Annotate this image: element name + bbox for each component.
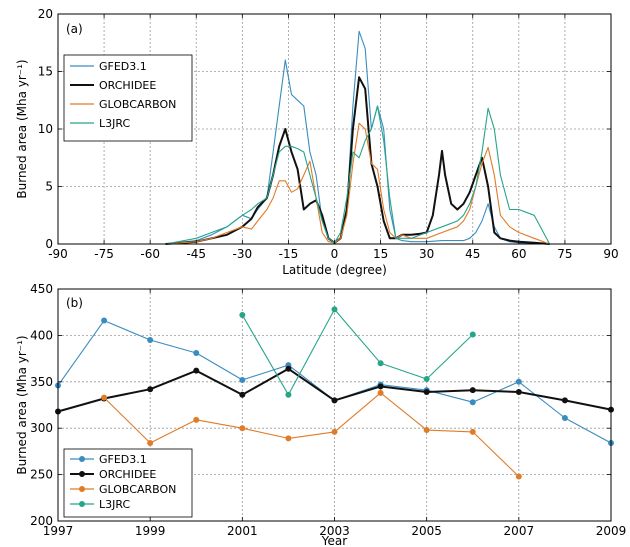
series-line-globcarbon xyxy=(103,392,520,477)
legend-marker-globcarbon xyxy=(79,486,85,492)
data-point-gfed3-1 xyxy=(147,337,154,344)
x-tick-label: 1999 xyxy=(135,524,166,538)
legend-label-globcarbon: GLOBCARBON xyxy=(99,483,176,496)
x-tick-label: -30 xyxy=(233,247,253,261)
legend-label-orchidee: ORCHIDEE xyxy=(99,468,156,481)
y-tick-label: 0 xyxy=(45,237,53,251)
data-point-globcarbon xyxy=(515,473,522,480)
x-tick-label: 2009 xyxy=(596,524,627,538)
x-tick-label: -15 xyxy=(279,247,299,261)
panel-b-xlabel: Year xyxy=(321,534,347,547)
x-tick-label: -90 xyxy=(48,247,68,261)
legend-label-gfed3-1: GFED3.1 xyxy=(99,453,147,466)
data-point-globcarbon xyxy=(101,394,108,401)
x-tick-label: -75 xyxy=(94,247,114,261)
data-point-globcarbon xyxy=(331,428,338,435)
legend-label-l3jrc: L3JRC xyxy=(99,117,130,130)
legend-marker-gfed3-1 xyxy=(79,456,85,462)
x-tick-label: 2007 xyxy=(504,524,535,538)
data-point-orchidee xyxy=(239,391,246,398)
x-tick-label: 90 xyxy=(603,247,618,261)
y-tick-label: 20 xyxy=(38,7,53,21)
y-tick-label: 450 xyxy=(30,282,53,296)
panel-a-ticks: -90 -75 -60 -45 -30 -15 0 15 30 45 60 75 90 0 5 10 15 20 xyxy=(38,7,619,261)
panel-b-year-chart: 1997 1999 2001 2003 2005 2007 2009 200 250 300 350… xyxy=(15,282,626,547)
series-line-globcarbon xyxy=(165,122,550,245)
panel-a-xlabel: Latitude (degree) xyxy=(282,263,387,277)
panel-a-lines xyxy=(165,30,551,245)
data-point-orchidee xyxy=(377,383,384,390)
panel-b-legend-box xyxy=(63,448,193,518)
y-tick-label: 400 xyxy=(30,328,53,342)
data-point-l3jrc xyxy=(331,306,338,313)
data-point-l3jrc xyxy=(377,360,384,367)
y-tick-label: 350 xyxy=(30,375,53,389)
data-point-globcarbon xyxy=(469,428,476,435)
y-tick-label: 5 xyxy=(45,180,53,194)
panel-b-legend: GFED3.1 ORCHIDEE GLOBCARBON L3JRC xyxy=(63,448,193,518)
x-tick-label: 2005 xyxy=(411,524,442,538)
legend-marker-l3jrc xyxy=(79,501,85,507)
panel-b-label: (b) xyxy=(66,296,83,310)
data-point-gfed3-1 xyxy=(239,376,246,383)
x-tick-label: 75 xyxy=(557,247,572,261)
data-point-gfed3-1 xyxy=(515,378,522,385)
x-tick-label: 1997 xyxy=(43,524,74,538)
x-tick-label: 30 xyxy=(419,247,434,261)
x-tick-label: 60 xyxy=(511,247,526,261)
data-point-gfed3-1 xyxy=(469,399,476,406)
x-tick-label: 0 xyxy=(331,247,339,261)
y-tick-label: 10 xyxy=(38,122,53,136)
panel-b-lines xyxy=(55,306,614,480)
y-tick-label: 15 xyxy=(38,65,53,79)
x-tick-label: -60 xyxy=(140,247,160,261)
y-tick-label: 300 xyxy=(30,421,53,435)
y-tick-label: 250 xyxy=(30,468,53,482)
series-line-l3jrc xyxy=(241,308,474,396)
data-point-globcarbon xyxy=(193,416,200,423)
x-tick-label: -45 xyxy=(186,247,206,261)
data-point-gfed3-1 xyxy=(193,350,200,357)
legend-label-l3jrc: L3JRC xyxy=(99,498,130,511)
series-line-gfed3-1 xyxy=(165,30,550,245)
legend-label-gfed3-1: GFED3.1 xyxy=(99,60,147,73)
data-point-l3jrc xyxy=(239,311,246,318)
panel-a-latitude-chart: -90 -75 -60 -45 -30 -15 0 15 30 45 60 75 9005101520 … xyxy=(15,7,619,277)
data-point-orchidee xyxy=(469,387,476,394)
data-point-globcarbon xyxy=(147,440,154,447)
data-point-l3jrc xyxy=(423,376,430,383)
y-tick-label: 200 xyxy=(30,514,53,528)
data-point-orchidee xyxy=(285,365,292,372)
panel-a-ylabel: Burned area (Mha yr⁻¹) xyxy=(15,59,29,198)
data-point-globcarbon xyxy=(285,435,292,442)
panel-b-ticks: 1997 1999 2001 2003 2005 2007 2009 200 250 300 350… xyxy=(30,282,626,538)
data-point-orchidee xyxy=(561,397,568,404)
x-tick-label: 2001 xyxy=(227,524,258,538)
x-tick-label: 45 xyxy=(465,247,480,261)
data-point-orchidee xyxy=(515,389,522,396)
data-point-orchidee xyxy=(147,386,154,393)
legend-label-orchidee: ORCHIDEE xyxy=(99,79,156,92)
data-point-globcarbon xyxy=(423,427,430,434)
data-point-l3jrc xyxy=(285,391,292,398)
data-point-gfed3-1 xyxy=(561,414,568,421)
data-point-orchidee xyxy=(193,367,200,374)
x-tick-label: 15 xyxy=(373,247,388,261)
legend-label-globcarbon: GLOBCARBON xyxy=(99,98,176,111)
data-point-orchidee xyxy=(423,389,430,396)
data-point-globcarbon xyxy=(239,425,246,432)
data-point-globcarbon xyxy=(377,389,384,396)
series-line-l3jrc xyxy=(165,105,551,245)
legend-marker-orchidee xyxy=(79,471,85,477)
panel-a-legend-box xyxy=(63,54,193,142)
panel-a-label: (a) xyxy=(66,22,83,36)
data-point-gfed3-1 xyxy=(101,317,108,324)
panel-b-ylabel: Burned area (Mha yr⁻¹) xyxy=(15,335,29,474)
data-point-orchidee xyxy=(331,397,338,404)
x-tick-label: 2003 xyxy=(319,524,350,538)
panel-a-legend: GFED3.1 ORCHIDEE GLOBCARBON L3JRC xyxy=(63,54,193,142)
data-point-l3jrc xyxy=(469,331,476,338)
